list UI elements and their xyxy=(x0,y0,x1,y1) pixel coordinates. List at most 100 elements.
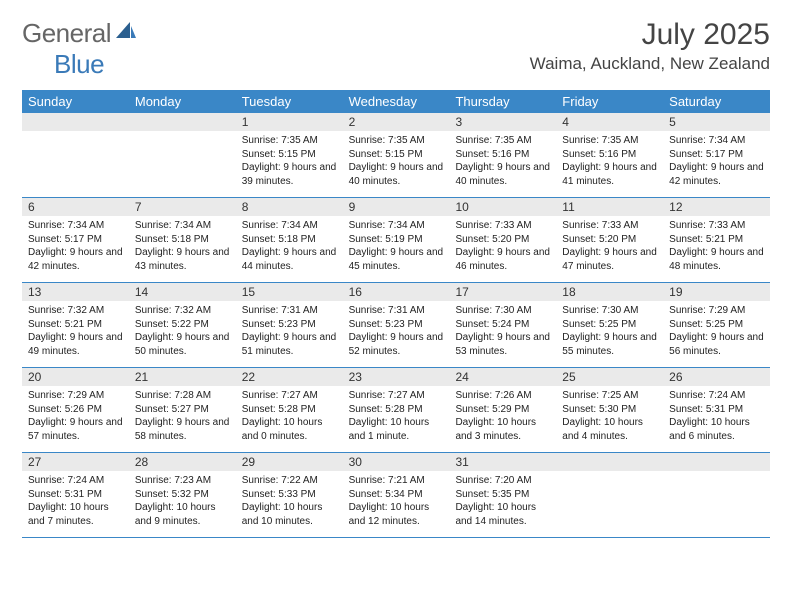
day-details: Sunrise: 7:35 AMSunset: 5:15 PMDaylight:… xyxy=(236,131,343,191)
day-cell: 19Sunrise: 7:29 AMSunset: 5:25 PMDayligh… xyxy=(663,283,770,367)
daylight-line: Daylight: 9 hours and 57 minutes. xyxy=(28,416,123,443)
day-cell: 10Sunrise: 7:33 AMSunset: 5:20 PMDayligh… xyxy=(449,198,556,282)
daylight-label: Daylight: xyxy=(562,247,604,258)
sunset-line: Sunset: 5:21 PM xyxy=(669,233,764,247)
sunset-line: Sunset: 5:25 PM xyxy=(562,318,657,332)
day-header-sunday: Sunday xyxy=(22,90,129,113)
day-cell: 31Sunrise: 7:20 AMSunset: 5:35 PMDayligh… xyxy=(449,453,556,537)
day-cell: 15Sunrise: 7:31 AMSunset: 5:23 PMDayligh… xyxy=(236,283,343,367)
sunrise-line: Sunrise: 7:32 AM xyxy=(28,304,123,318)
sunrise-label: Sunrise: xyxy=(242,475,281,486)
daylight-line: Daylight: 10 hours and 3 minutes. xyxy=(455,416,550,443)
sunrise-value: 7:34 AM xyxy=(281,220,318,231)
day-number xyxy=(129,113,236,131)
sunrise-value: 7:27 AM xyxy=(281,390,318,401)
sunrise-value: 7:32 AM xyxy=(67,305,104,316)
calendar-grid: SundayMondayTuesdayWednesdayThursdayFrid… xyxy=(22,90,770,538)
sunset-value: 5:25 PM xyxy=(599,319,636,330)
day-cell: 24Sunrise: 7:26 AMSunset: 5:29 PMDayligh… xyxy=(449,368,556,452)
day-cell: 14Sunrise: 7:32 AMSunset: 5:22 PMDayligh… xyxy=(129,283,236,367)
sunrise-label: Sunrise: xyxy=(669,220,708,231)
sunrise-line: Sunrise: 7:33 AM xyxy=(669,219,764,233)
daylight-line: Daylight: 10 hours and 4 minutes. xyxy=(562,416,657,443)
sunrise-value: 7:20 AM xyxy=(495,475,532,486)
logo-word-general: General xyxy=(22,18,111,48)
daylight-line: Daylight: 9 hours and 44 minutes. xyxy=(242,246,337,273)
sunset-value: 5:17 PM xyxy=(706,149,743,160)
week-row: 27Sunrise: 7:24 AMSunset: 5:31 PMDayligh… xyxy=(22,453,770,538)
day-cell: 30Sunrise: 7:21 AMSunset: 5:34 PMDayligh… xyxy=(343,453,450,537)
sunrise-label: Sunrise: xyxy=(135,305,174,316)
daylight-label: Daylight: xyxy=(242,332,284,343)
day-number: 22 xyxy=(236,368,343,386)
sunrise-label: Sunrise: xyxy=(349,390,388,401)
daylight-label: Daylight: xyxy=(669,417,711,428)
sunset-label: Sunset: xyxy=(135,234,172,245)
sunset-value: 5:28 PM xyxy=(385,404,422,415)
sunset-value: 5:34 PM xyxy=(385,489,422,500)
sunrise-line: Sunrise: 7:24 AM xyxy=(28,474,123,488)
daylight-label: Daylight: xyxy=(242,502,284,513)
sunset-line: Sunset: 5:21 PM xyxy=(28,318,123,332)
daylight-label: Daylight: xyxy=(669,332,711,343)
sunset-line: Sunset: 5:16 PM xyxy=(562,148,657,162)
sunset-line: Sunset: 5:22 PM xyxy=(135,318,230,332)
day-details: Sunrise: 7:34 AMSunset: 5:17 PMDaylight:… xyxy=(22,216,129,276)
day-number: 14 xyxy=(129,283,236,301)
sunset-line: Sunset: 5:31 PM xyxy=(28,488,123,502)
daylight-line: Daylight: 10 hours and 7 minutes. xyxy=(28,501,123,528)
day-number: 30 xyxy=(343,453,450,471)
sunset-value: 5:19 PM xyxy=(385,234,422,245)
day-details: Sunrise: 7:21 AMSunset: 5:34 PMDaylight:… xyxy=(343,471,450,531)
sunset-value: 5:23 PM xyxy=(278,319,315,330)
sunrise-line: Sunrise: 7:26 AM xyxy=(455,389,550,403)
sunset-label: Sunset: xyxy=(242,404,279,415)
sunrise-value: 7:34 AM xyxy=(174,220,211,231)
daylight-label: Daylight: xyxy=(669,247,711,258)
day-number xyxy=(22,113,129,131)
sunrise-label: Sunrise: xyxy=(135,390,174,401)
sunset-line: Sunset: 5:25 PM xyxy=(669,318,764,332)
sunset-label: Sunset: xyxy=(242,149,279,160)
day-cell: 3Sunrise: 7:35 AMSunset: 5:16 PMDaylight… xyxy=(449,113,556,197)
day-details: Sunrise: 7:31 AMSunset: 5:23 PMDaylight:… xyxy=(343,301,450,361)
day-cell: 16Sunrise: 7:31 AMSunset: 5:23 PMDayligh… xyxy=(343,283,450,367)
sunset-line: Sunset: 5:28 PM xyxy=(242,403,337,417)
day-cell: 2Sunrise: 7:35 AMSunset: 5:15 PMDaylight… xyxy=(343,113,450,197)
sunrise-value: 7:31 AM xyxy=(281,305,318,316)
sunset-value: 5:30 PM xyxy=(599,404,636,415)
day-number: 3 xyxy=(449,113,556,131)
sunrise-value: 7:24 AM xyxy=(67,475,104,486)
sunrise-label: Sunrise: xyxy=(135,475,174,486)
sunrise-label: Sunrise: xyxy=(669,305,708,316)
sunrise-value: 7:32 AM xyxy=(174,305,211,316)
sunset-label: Sunset: xyxy=(349,489,386,500)
weeks-container: 1Sunrise: 7:35 AMSunset: 5:15 PMDaylight… xyxy=(22,113,770,538)
sunset-label: Sunset: xyxy=(455,404,492,415)
day-details: Sunrise: 7:35 AMSunset: 5:16 PMDaylight:… xyxy=(449,131,556,191)
day-cell: 22Sunrise: 7:27 AMSunset: 5:28 PMDayligh… xyxy=(236,368,343,452)
sunrise-label: Sunrise: xyxy=(669,390,708,401)
sunset-label: Sunset: xyxy=(349,149,386,160)
day-number: 1 xyxy=(236,113,343,131)
day-details: Sunrise: 7:26 AMSunset: 5:29 PMDaylight:… xyxy=(449,386,556,446)
day-details xyxy=(129,131,236,191)
daylight-line: Daylight: 10 hours and 1 minute. xyxy=(349,416,444,443)
sunset-label: Sunset: xyxy=(28,489,65,500)
sunset-value: 5:24 PM xyxy=(492,319,529,330)
sunset-label: Sunset: xyxy=(349,404,386,415)
sunset-label: Sunset: xyxy=(455,234,492,245)
day-number: 8 xyxy=(236,198,343,216)
day-number: 17 xyxy=(449,283,556,301)
sunset-label: Sunset: xyxy=(28,404,65,415)
day-number xyxy=(556,453,663,471)
week-row: 6Sunrise: 7:34 AMSunset: 5:17 PMDaylight… xyxy=(22,198,770,283)
week-row: 1Sunrise: 7:35 AMSunset: 5:15 PMDaylight… xyxy=(22,113,770,198)
day-number: 21 xyxy=(129,368,236,386)
sunrise-line: Sunrise: 7:34 AM xyxy=(349,219,444,233)
logo-text: General Blue xyxy=(22,18,138,80)
sunset-label: Sunset: xyxy=(349,234,386,245)
sunset-line: Sunset: 5:28 PM xyxy=(349,403,444,417)
day-details: Sunrise: 7:34 AMSunset: 5:17 PMDaylight:… xyxy=(663,131,770,191)
sunrise-label: Sunrise: xyxy=(562,135,601,146)
